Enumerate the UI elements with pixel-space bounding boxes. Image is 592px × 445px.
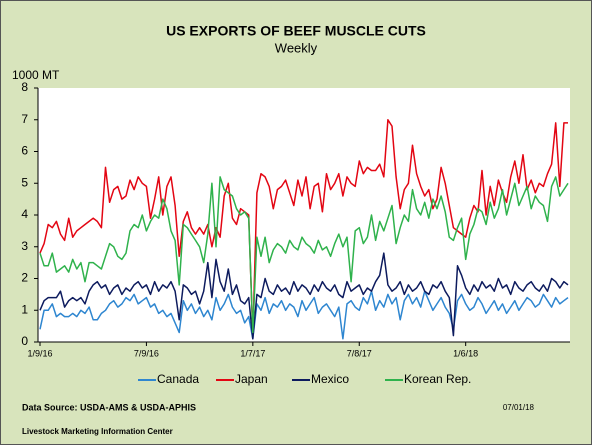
y-tick-label: 4 — [21, 207, 28, 221]
y-axis-label: 1000 MT — [12, 68, 60, 82]
x-tick-label: 1/6/18 — [453, 348, 478, 358]
organization: Livestock Marketing Information Center — [22, 427, 173, 436]
legend-label: Korean Rep. — [404, 372, 471, 386]
legend-label: Mexico — [311, 372, 349, 386]
x-tick-label: 7/8/17 — [347, 348, 372, 358]
y-tick-label: 8 — [21, 80, 28, 94]
chart-subtitle: Weekly — [275, 40, 318, 55]
y-tick-label: 2 — [21, 271, 28, 285]
legend-label: Canada — [157, 372, 199, 386]
x-tick-label: 7/9/16 — [134, 348, 159, 358]
y-tick-label: 1 — [21, 302, 28, 316]
y-tick-label: 3 — [21, 239, 28, 253]
legend-label: Japan — [235, 372, 268, 386]
y-tick-label: 6 — [21, 144, 28, 158]
series-line — [39, 252, 569, 340]
series-line — [39, 290, 569, 340]
date: 07/01/18 — [503, 403, 535, 412]
x-tick-label: 1/7/17 — [240, 348, 265, 358]
plot-area — [38, 88, 570, 342]
y-tick-label: 0 — [21, 334, 28, 348]
series-line — [39, 119, 568, 337]
chart-title: US EXPORTS OF BEEF MUSCLE CUTS — [166, 23, 426, 39]
source: Data Source: USDA-AMS & USDA-APHIS — [22, 402, 196, 412]
x-tick-label: 1/9/16 — [27, 348, 52, 358]
y-tick-label: 5 — [21, 175, 28, 189]
series-line — [39, 176, 569, 334]
y-tick-label: 7 — [21, 112, 28, 126]
